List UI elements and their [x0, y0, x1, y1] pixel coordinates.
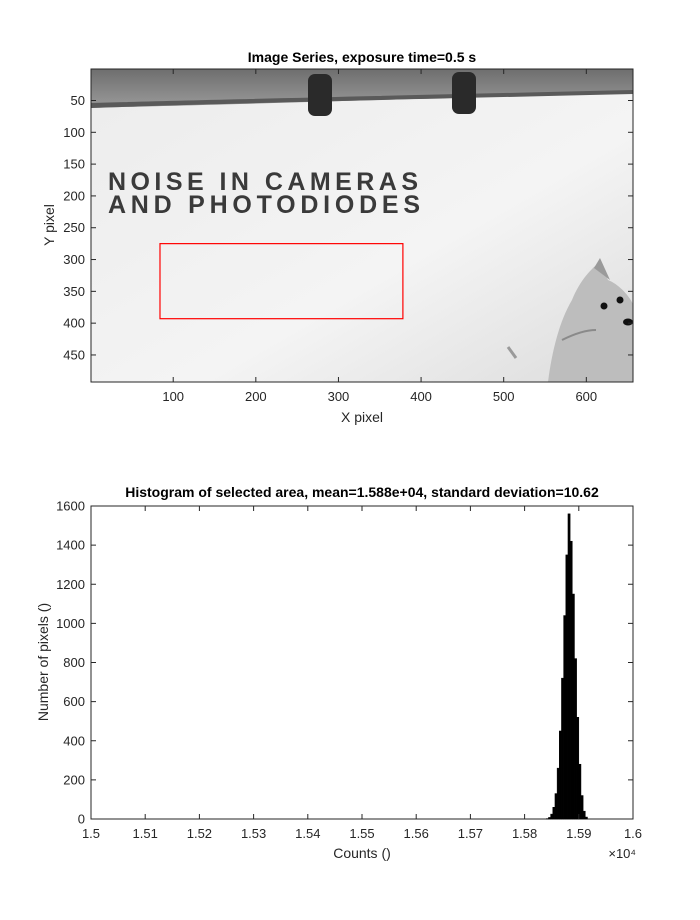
histogram-title: Histogram of selected area, mean=1.588e+…: [125, 484, 599, 500]
histogram-bar: [572, 593, 575, 820]
histogram-y-tick-label: 800: [63, 655, 85, 670]
image-y-tick-label: 400: [63, 316, 85, 331]
histogram-x-tick-label: 1.6: [624, 826, 642, 841]
histogram-bar: [569, 540, 573, 820]
histogram-y-tick-label: 200: [63, 772, 85, 787]
histogram-x-axis-label: Counts (): [333, 845, 391, 861]
dog-figure: [548, 258, 633, 382]
image-panel: Image Series, exposure time=0.5 s N: [41, 49, 634, 425]
histogram-bar: [550, 813, 554, 820]
histogram-bar: [574, 658, 577, 820]
histogram-x-exponent: ×10⁴: [608, 846, 636, 861]
histogram-x-tick-label: 1.5: [82, 826, 100, 841]
histogram-x-tick-label: 1.52: [187, 826, 212, 841]
image-x-tick-label: 600: [575, 389, 597, 404]
image-text-line-2: AND PHOTODIODES: [108, 191, 420, 219]
histogram-bar: [563, 615, 567, 820]
histogram-x-tick-label: 1.57: [458, 826, 483, 841]
histogram-x-tick-label: 1.59: [566, 826, 591, 841]
histogram-bar: [578, 763, 582, 820]
image-x-tick-label: 300: [328, 389, 350, 404]
histogram-bar: [561, 677, 564, 820]
image-y-tick-label: 350: [63, 284, 85, 299]
histogram-bar: [565, 554, 569, 820]
image-y-tick-label: 100: [63, 125, 85, 140]
histogram-y-ticks: 0 200 400 600 800 1000 1200 1400 1600: [56, 499, 633, 827]
image-axes-box: [90, 68, 634, 383]
image-x-tick-label: 200: [245, 389, 267, 404]
histogram-bar: [559, 730, 562, 820]
histogram-x-tick-label: 1.55: [349, 826, 374, 841]
histogram-bar: [582, 810, 586, 820]
histogram-y-tick-label: 1200: [56, 577, 85, 592]
histogram-bar: [548, 817, 551, 820]
image-title: Image Series, exposure time=0.5 s: [248, 49, 477, 65]
image-x-axis-label: X pixel: [341, 409, 383, 425]
histogram-bar: [554, 793, 558, 820]
image-y-tick-label: 250: [63, 220, 85, 235]
image-y-tick-label: 450: [63, 347, 85, 362]
histogram-y-tick-label: 400: [63, 733, 85, 748]
image-x-tick-label: 500: [493, 389, 515, 404]
histogram-y-tick-label: 600: [63, 694, 85, 709]
histogram-x-ticks: 1.5 1.51 1.52 1.53 1.54 1.55 1.56 1.57 1.58 1.59 1…: [82, 506, 642, 841]
histogram-bar: [585, 816, 588, 820]
histogram-x-tick-label: 1.54: [295, 826, 320, 841]
histogram-panel: Histogram of selected area, mean=1.588e+…: [35, 484, 642, 861]
image-x-tick-label: 400: [410, 389, 432, 404]
histogram-y-tick-label: 1400: [56, 538, 85, 553]
histogram-bar: [580, 795, 584, 820]
image-x-tick-label: 100: [162, 389, 184, 404]
histogram-axes-box: [90, 505, 634, 820]
image-y-tick-label: 300: [63, 252, 85, 267]
histogram-bar: [576, 717, 580, 820]
histogram-bar: [556, 767, 560, 820]
histogram-y-tick-label: 0: [78, 812, 85, 827]
image-y-axis-label: Y pixel: [41, 204, 57, 246]
selection-rectangle[interactable]: [159, 243, 404, 320]
histogram-x-tick-label: 1.51: [133, 826, 158, 841]
histogram-x-tick-label: 1.56: [404, 826, 429, 841]
histogram-x-tick-label: 1.58: [512, 826, 537, 841]
image-x-ticks: 100 200 300 400 500 600: [162, 69, 597, 404]
image-y-tick-label: 150: [63, 157, 85, 172]
histogram-y-axis-label: Number of pixels (): [35, 603, 51, 721]
histogram-y-tick-label: 1600: [56, 499, 85, 514]
image-y-tick-label: 50: [71, 93, 85, 108]
image-y-tick-label: 200: [63, 188, 85, 203]
camera-image: [91, 69, 633, 382]
histogram-y-tick-label: 1000: [56, 616, 85, 631]
histogram-bar: [552, 807, 556, 820]
image-y-ticks: 50 100 150 200 250 300 350 400 450: [63, 93, 633, 362]
histogram-bar: [567, 513, 571, 820]
histogram-bars: [546, 513, 588, 820]
selection-rect-group: [159, 243, 404, 320]
histogram-x-tick-label: 1.53: [241, 826, 266, 841]
